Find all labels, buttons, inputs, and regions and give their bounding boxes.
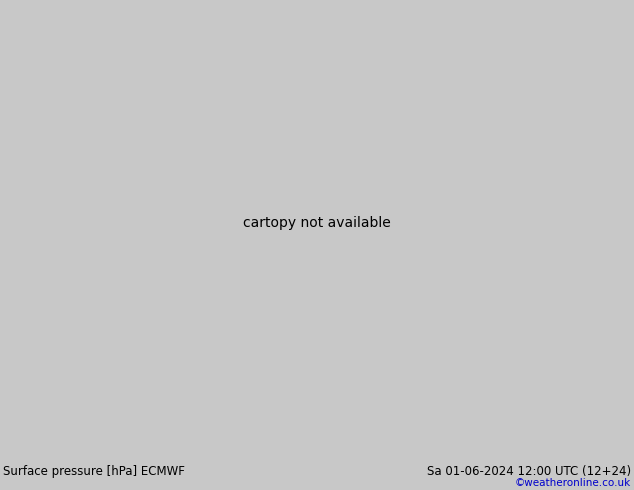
Text: Surface pressure [hPa] ECMWF: Surface pressure [hPa] ECMWF [3,465,185,478]
Text: cartopy not available: cartopy not available [243,217,391,230]
Text: Sa 01-06-2024 12:00 UTC (12+24): Sa 01-06-2024 12:00 UTC (12+24) [427,465,631,478]
Text: ©weatheronline.co.uk: ©weatheronline.co.uk [515,478,631,488]
